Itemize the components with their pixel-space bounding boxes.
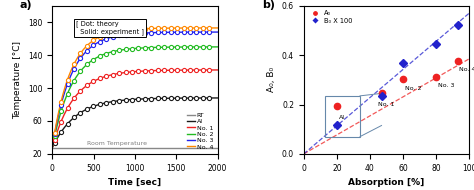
Y-axis label: A₀, B₀: A₀, B₀ [267, 67, 276, 92]
Text: No. 1: No. 1 [378, 102, 394, 107]
Text: No. 3: No. 3 [438, 83, 454, 88]
Legend: RT, Al, No. 1, No. 2, No. 3, No. 4: RT, Al, No. 1, No. 2, No. 3, No. 4 [186, 111, 215, 151]
Text: No. 4: No. 4 [459, 67, 474, 72]
Text: Al: Al [338, 115, 345, 120]
X-axis label: Time [sec]: Time [sec] [109, 178, 162, 187]
Text: [ Dot: theory
  Solid: experiment ]: [ Dot: theory Solid: experiment ] [76, 21, 144, 35]
Y-axis label: Temperature [°C]: Temperature [°C] [13, 41, 22, 119]
X-axis label: Absorption [%]: Absorption [%] [348, 178, 425, 187]
Legend: A₀, B₀ X 100: A₀, B₀ X 100 [307, 9, 354, 25]
Bar [325, 96, 360, 137]
Text: a): a) [19, 0, 32, 10]
Text: b): b) [262, 0, 275, 10]
Text: Room Temperature: Room Temperature [87, 141, 147, 146]
Text: No. 2: No. 2 [405, 86, 421, 91]
